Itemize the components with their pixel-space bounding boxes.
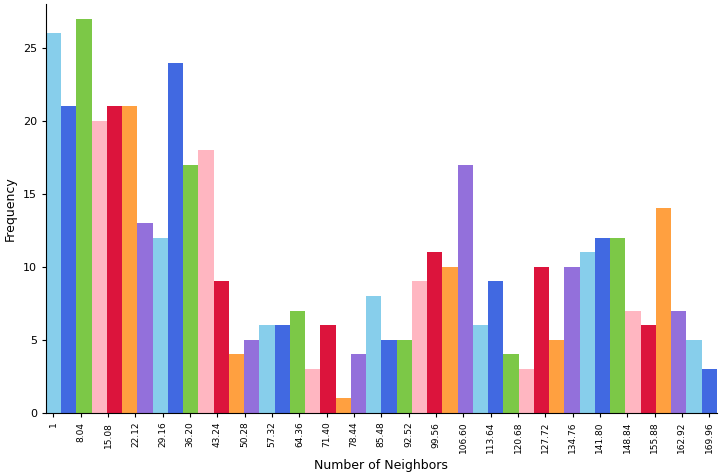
Bar — [580, 252, 595, 413]
Bar — [260, 325, 275, 413]
Bar — [335, 398, 351, 413]
Bar — [305, 369, 320, 413]
Bar — [213, 281, 229, 413]
Bar — [153, 238, 168, 413]
Bar — [183, 165, 198, 413]
Bar — [122, 106, 138, 413]
Bar — [671, 310, 686, 413]
Bar — [397, 340, 412, 413]
Bar — [61, 106, 76, 413]
Bar — [168, 62, 183, 413]
Bar — [412, 281, 427, 413]
Bar — [107, 106, 122, 413]
Bar — [610, 238, 625, 413]
Bar — [549, 340, 565, 413]
Bar — [534, 267, 549, 413]
Bar — [76, 19, 92, 413]
Bar — [427, 252, 443, 413]
Bar — [244, 340, 260, 413]
Y-axis label: Frequency: Frequency — [4, 176, 17, 241]
Bar — [92, 121, 107, 413]
Bar — [443, 267, 458, 413]
Bar — [595, 238, 610, 413]
Bar — [518, 369, 534, 413]
Bar — [366, 296, 381, 413]
Bar — [565, 267, 580, 413]
Bar — [473, 325, 488, 413]
Bar — [488, 281, 503, 413]
Bar — [702, 369, 717, 413]
Bar — [290, 310, 305, 413]
Bar — [198, 150, 213, 413]
Bar — [138, 223, 153, 413]
Bar — [686, 340, 702, 413]
Bar — [46, 33, 61, 413]
Bar — [275, 325, 290, 413]
Bar — [625, 310, 640, 413]
X-axis label: Number of Neighbors: Number of Neighbors — [314, 459, 448, 472]
Bar — [656, 208, 671, 413]
Bar — [351, 354, 366, 413]
Bar — [640, 325, 656, 413]
Bar — [503, 354, 518, 413]
Bar — [320, 325, 335, 413]
Bar — [458, 165, 473, 413]
Bar — [229, 354, 244, 413]
Bar — [381, 340, 397, 413]
